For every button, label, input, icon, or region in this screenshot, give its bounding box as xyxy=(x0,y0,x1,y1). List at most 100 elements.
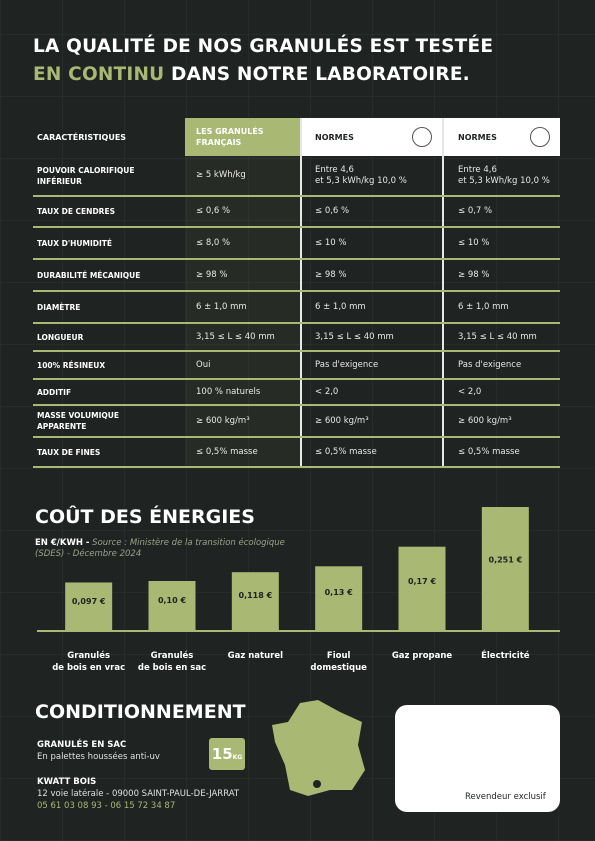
header-row: CARACTÉRISTIQUES LES GRANULÉS FRANÇAIS NOR… xyxy=(33,118,560,156)
category-label: Granulés de bois en sac xyxy=(138,650,206,673)
category-label: Granulés de bois en vrac xyxy=(52,650,125,673)
table-cell: ≥ 600 kg/m³ xyxy=(300,406,442,436)
heading-rest: DANS NOTRE LABORATOIRE. xyxy=(171,64,470,85)
table-row: MASSE VOLUMIQUE APPARENTE ≥ 600 kg/m³ ≥ 60… xyxy=(33,406,560,438)
header-text: CARACTÉRISTIQUES xyxy=(37,132,127,142)
table-cell: ≥ 98 % xyxy=(442,260,560,290)
table-cell: 3,15 ≤ L ≤ 40 mm xyxy=(300,324,442,350)
table-row: TAUX D'HUMIDITÉ ≤ 8,0 % ≤ 10 % ≤ 10 % xyxy=(33,228,560,260)
table-cell: 100% RÉSINEUX xyxy=(37,360,106,370)
heading-line: EN CONTINU DANS NOTRE LABORATOIRE. xyxy=(33,64,470,85)
heading-highlight: EN CONTINU xyxy=(33,64,165,85)
category-label: Électricité xyxy=(481,649,530,661)
spec-table: CARACTÉRISTIQUES LES GRANULÉS FRANÇAIS NOR… xyxy=(33,118,560,468)
france-map xyxy=(272,700,365,796)
weight-badge: 15 KG xyxy=(209,738,245,770)
chart-source: Source : Ministère de la transition écol… xyxy=(35,538,285,559)
chart-subtitle: EN €/KWH - Source : Ministère de la tran… xyxy=(35,538,285,560)
table-cell: ≤ 0,7 % xyxy=(442,197,560,226)
table-cell: DIAMÈTRE xyxy=(37,302,81,312)
dealer-box xyxy=(395,705,560,812)
header-cell: NORMES xyxy=(300,118,442,156)
table-cell: ≤ 0,5% masse xyxy=(185,438,300,466)
bar-label: 0,118 € xyxy=(239,591,273,600)
badge-number: 15 xyxy=(211,745,233,763)
table-cell: < 2,0 xyxy=(442,380,560,404)
table-cell: TAUX DE CENDRES xyxy=(37,207,115,216)
table-row: DIAMÈTRE 6 ± 1,0 mm 6 ± 1,0 mm 6 ± 1,0 mm xyxy=(33,292,560,324)
category-label: Fioul domestique xyxy=(310,651,367,673)
bar xyxy=(315,566,363,630)
table-cell: Entre 4,6 et 5,3 kWh/kg 10,0 % xyxy=(300,156,442,195)
header-cell: LES GRANULÉS FRANÇAIS xyxy=(185,118,300,156)
table-row: ADDITIF 100 % naturels < 2,0 < 2,0 xyxy=(33,380,560,406)
header-text: LES GRANULÉS FRANÇAIS xyxy=(196,127,264,147)
bar xyxy=(65,582,113,630)
table-cell: ≤ 0,5% masse xyxy=(442,438,560,466)
phones: 05 61 03 08 93 - 06 15 72 34 87 xyxy=(37,801,176,811)
table-cell: DURABILITÉ MÉCANIQUE xyxy=(37,270,141,280)
product-note: En palettes houssées anti-uv xyxy=(37,752,160,762)
bar-label: 0,17 € xyxy=(408,577,437,586)
bar xyxy=(148,580,196,630)
table-row: TAUX DE CENDRES ≤ 0,6 % ≤ 0,6 % ≤ 0,7 % xyxy=(33,197,560,228)
bar xyxy=(481,507,529,630)
table-row: POUVOIR CALORIFIQUE INFÉRIEUR ≥ 5 kWh/kg E… xyxy=(33,156,560,197)
badge-unit: KG xyxy=(232,753,243,761)
table-cell: TAUX DE FINES xyxy=(37,447,101,457)
table-cell: Pas d'exigence xyxy=(300,352,442,378)
heading-line: LA QUALITÉ DE NOS GRANULÉS EST TESTÉE xyxy=(33,36,494,57)
table-cell: POUVOIR CALORIFIQUE INFÉRIEUR xyxy=(37,165,135,186)
table-cell: Pas d'exigence xyxy=(442,352,560,378)
bar-label: 0,097 € xyxy=(72,597,106,606)
section-title: CONDITIONNEMENT xyxy=(35,701,246,723)
bar-label: 0,10 € xyxy=(158,596,187,605)
table-cell: ≥ 600 kg/m³ xyxy=(185,406,300,436)
norm-logo xyxy=(412,127,432,147)
category-label: Gaz propane xyxy=(392,651,453,661)
table-cell: 3,15 ≤ L ≤ 40 mm xyxy=(442,324,560,350)
table-cell: LONGUEUR xyxy=(37,332,84,342)
table-cell: ≥ 98 % xyxy=(300,260,442,290)
bar-label: 0,251 € xyxy=(489,555,523,564)
bar-label: 0,13 € xyxy=(325,588,354,597)
table-cell: ≥ 5 kWh/kg xyxy=(185,156,300,195)
table-cell: Oui xyxy=(185,352,300,378)
table-cell: 6 ± 1,0 mm xyxy=(442,292,560,322)
category-label: Gaz naturel xyxy=(228,651,283,661)
table-cell: ≤ 10 % xyxy=(442,228,560,258)
header-text: NORMES xyxy=(458,132,497,142)
company: KWATT BOIS xyxy=(37,777,97,787)
header-cell: NORMES xyxy=(442,118,560,156)
table-cell: ≤ 0,6 % xyxy=(300,197,442,226)
product: GRANULÉS EN SAC xyxy=(37,740,127,750)
table-cell: Entre 4,6 et 5,3 kWh/kg 10,0 % xyxy=(442,156,560,195)
table-cell: ≤ 8,0 % xyxy=(185,228,300,258)
bar xyxy=(398,546,446,630)
bar xyxy=(231,572,279,630)
table-row: DURABILITÉ MÉCANIQUE ≥ 98 % ≥ 98 % ≥ 98 % xyxy=(33,260,560,292)
table-row: 100% RÉSINEUX Oui Pas d'exigence Pas d'exig… xyxy=(33,352,560,380)
table-cell: 6 ± 1,0 mm xyxy=(300,292,442,322)
table-cell: MASSE VOLUMIQUE APPARENTE xyxy=(37,411,119,431)
dealer-label: Revendeur exclusif xyxy=(465,792,546,802)
table-cell: 100 % naturels xyxy=(185,380,300,404)
table-cell: < 2,0 xyxy=(300,380,442,404)
table-cell: TAUX D'HUMIDITÉ xyxy=(37,238,112,248)
chart: 0,097 € Granulés de bois en vrac 0,10 € Gran… xyxy=(37,507,560,673)
chart-title: COÛT DES ÉNERGIES xyxy=(35,506,255,528)
table-cell: ≥ 600 kg/m³ xyxy=(442,406,560,436)
chart-unit: EN €/KWH - xyxy=(35,538,90,548)
table-cell: ADDITIF xyxy=(37,387,72,397)
table-cell: 3,15 ≤ L ≤ 40 mm xyxy=(185,324,300,350)
address: 12 voie latérale - 09000 SAINT-PAUL-DE-J… xyxy=(37,789,240,799)
header-cell: CARACTÉRISTIQUES xyxy=(33,118,185,156)
header-text: NORMES xyxy=(315,132,354,142)
table-cell: ≤ 0,5% masse xyxy=(300,438,442,466)
table-cell: ≤ 0,6 % xyxy=(185,197,300,226)
location-pin xyxy=(313,780,321,788)
table-cell: 6 ± 1,0 mm xyxy=(185,292,300,322)
norm-logo xyxy=(530,127,550,147)
table-row: LONGUEUR 3,15 ≤ L ≤ 40 mm 3,15 ≤ L ≤ 40 mm… xyxy=(33,324,560,352)
